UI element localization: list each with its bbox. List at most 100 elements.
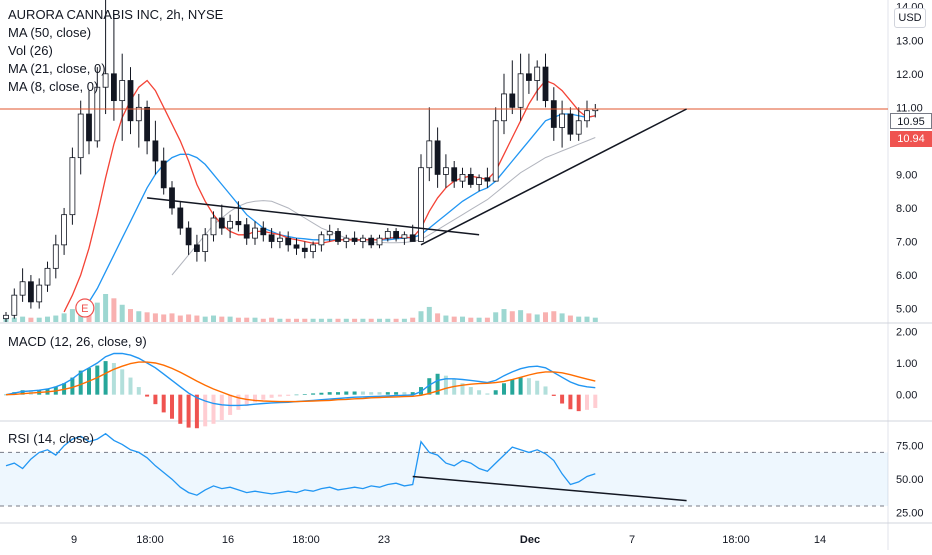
macd-legend[interactable]: MACD (12, 26, close, 9) <box>8 334 147 349</box>
candle-body <box>152 140 159 162</box>
ma50-legend[interactable]: MA (50, close) <box>8 25 92 40</box>
macd-histogram-bar <box>4 394 8 396</box>
macd-histogram-bar <box>319 392 324 395</box>
candle-body <box>102 73 109 88</box>
macd-histogram-bar <box>468 387 473 395</box>
candle-body <box>459 174 466 182</box>
macd-histogram-bar <box>369 392 374 395</box>
candle-body <box>235 220 242 226</box>
candle-body <box>210 217 217 236</box>
volume-bar <box>327 318 333 322</box>
macd-histogram-bar <box>70 377 75 395</box>
price-tick-label: 9.00 <box>896 169 917 181</box>
candle-body <box>451 167 458 182</box>
time-tick-label: 9 <box>71 534 77 546</box>
volume-bar <box>186 314 192 322</box>
candle-body <box>252 227 258 239</box>
volume-bar <box>53 315 59 322</box>
candle-body <box>335 231 341 242</box>
macd-histogram-bar <box>427 378 432 395</box>
macd-histogram-bar <box>103 361 108 395</box>
candle-body <box>426 140 433 169</box>
volume-bar <box>152 313 158 322</box>
volume-bar <box>543 312 548 322</box>
macd-histogram-bar <box>352 391 357 395</box>
earnings-marker-label: E <box>81 303 88 315</box>
volume-bar <box>302 318 308 322</box>
candle-body <box>542 66 549 102</box>
macd-histogram-bar <box>269 394 274 398</box>
candle-body <box>368 237 375 246</box>
volume-bar <box>144 312 150 322</box>
volume-bar <box>269 317 275 322</box>
ma8-legend[interactable]: MA (8, close, 0) <box>8 79 99 94</box>
volume-bar <box>294 318 299 322</box>
volume-bar <box>401 318 407 322</box>
volume-bar <box>119 304 125 322</box>
macd-histogram-bar <box>443 375 448 395</box>
candle-body <box>401 234 408 239</box>
time-tick-label: 14 <box>814 534 826 546</box>
volume-bar <box>360 318 366 322</box>
candle-body <box>559 113 565 128</box>
macd-histogram-bar <box>219 394 224 420</box>
last-price-tag: 10.95 <box>890 113 932 129</box>
rsi-tick-label: 75.00 <box>896 441 924 453</box>
volume-bar <box>509 311 515 322</box>
macd-histogram-bar <box>477 390 482 395</box>
price-tick-label: 6.00 <box>896 270 917 282</box>
time-tick-label: 7 <box>629 534 635 546</box>
candle-body <box>69 157 76 216</box>
volume-bar <box>576 316 582 322</box>
volume-bar <box>584 316 590 322</box>
volume-bar <box>426 306 432 322</box>
candle-body <box>3 314 9 320</box>
volume-bar <box>418 311 424 322</box>
candle-body <box>227 220 234 229</box>
macd-histogram-bar <box>385 392 390 395</box>
macd-histogram-bar <box>294 394 299 396</box>
time-tick-label: Dec <box>520 534 540 546</box>
macd-histogram-bar <box>236 394 241 410</box>
macd-histogram-bar <box>211 394 216 424</box>
rsi-legend[interactable]: RSI (14, close) <box>8 431 94 446</box>
candle-body <box>409 234 416 242</box>
macd-histogram-bar <box>551 394 556 396</box>
volume-bar <box>592 317 598 322</box>
volume-bar <box>36 317 42 322</box>
macd-histogram-bar <box>128 377 133 395</box>
candle-body <box>351 237 358 242</box>
volume-legend[interactable]: Vol (26) <box>8 43 53 58</box>
macd-histogram-bar <box>311 393 316 395</box>
candle-body <box>550 100 557 128</box>
candle-body <box>135 106 142 122</box>
candle-body <box>434 140 441 175</box>
macd-histogram-bar <box>253 394 257 403</box>
volume-bar <box>111 298 117 322</box>
volume-bar <box>211 315 216 322</box>
volume-bar <box>534 314 540 322</box>
currency-selector[interactable]: USD <box>894 8 926 28</box>
volume-bar <box>435 313 441 322</box>
volume-bar <box>493 312 499 322</box>
candle-body <box>301 247 308 252</box>
symbol-title[interactable]: AURORA CANNABIS INC, 2h, NYSE <box>8 7 224 22</box>
volume-bar <box>28 317 34 322</box>
candle-body <box>384 231 391 239</box>
ma21-legend[interactable]: MA (21, close, 0) <box>8 61 106 76</box>
candle-body <box>276 237 283 242</box>
candle-body <box>359 237 366 242</box>
macd-histogram-bar <box>576 394 581 412</box>
candle-body <box>293 244 300 249</box>
time-tick-label: 18:00 <box>722 534 750 546</box>
volume-bar <box>235 317 241 322</box>
candle-body <box>318 234 325 246</box>
candle-body <box>476 177 483 185</box>
candle-body <box>442 167 449 175</box>
macd-histogram-bar <box>302 394 307 395</box>
volume-bar <box>484 317 490 322</box>
volume-bar <box>69 309 75 322</box>
macd-histogram-bar <box>560 394 565 404</box>
volume-bar <box>526 313 532 322</box>
